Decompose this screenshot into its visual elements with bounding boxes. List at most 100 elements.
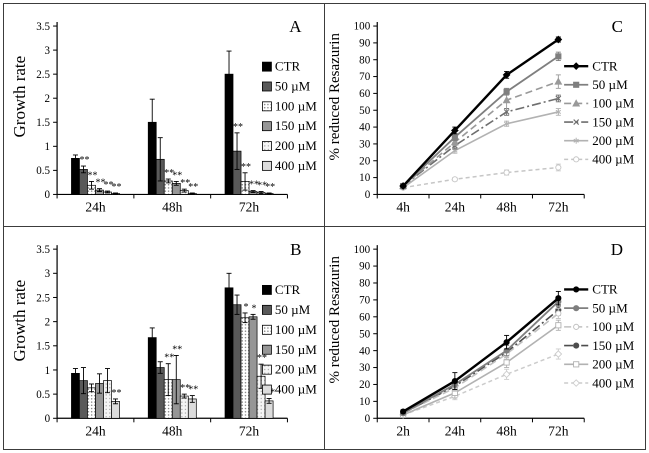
svg-text:**: ** [265, 182, 275, 193]
svg-text:0: 0 [364, 189, 370, 201]
svg-text:**: ** [164, 352, 174, 363]
svg-text:2.5: 2.5 [36, 292, 50, 304]
svg-text:0.5: 0.5 [36, 388, 50, 400]
panel-c-letter: C [611, 17, 623, 36]
svg-text:100 µM: 100 µM [275, 98, 317, 113]
svg-text:2: 2 [45, 316, 51, 328]
svg-text:**: ** [180, 178, 190, 189]
svg-text:60: 60 [359, 88, 371, 100]
svg-text:**: ** [233, 122, 243, 133]
svg-text:400 µM: 400 µM [592, 375, 634, 390]
panel-a-y-axis-title: Growth rate [10, 55, 29, 138]
svg-text:72h: 72h [239, 199, 260, 214]
svg-text:1: 1 [45, 141, 51, 153]
svg-text:1: 1 [45, 364, 51, 376]
svg-text:100 µM: 100 µM [275, 321, 317, 336]
svg-text:**: ** [103, 180, 113, 191]
svg-text:150 µM: 150 µM [592, 114, 634, 129]
svg-text:**: ** [79, 155, 89, 166]
svg-text:3.5: 3.5 [36, 243, 50, 255]
svg-text:CTR: CTR [275, 281, 301, 296]
svg-text:72h: 72h [239, 423, 259, 438]
svg-text:150 µM: 150 µM [592, 337, 634, 352]
svg-text:70: 70 [359, 294, 371, 306]
svg-text:10: 10 [359, 172, 371, 184]
svg-text:**: ** [188, 182, 198, 193]
svg-text:400 µM: 400 µM [275, 381, 317, 396]
panel-b: 00.511.522.533.524h48h72h***************… [4, 226, 325, 449]
svg-text:24h: 24h [444, 423, 465, 438]
svg-text:**: ** [249, 180, 259, 191]
svg-text:200 µM: 200 µM [275, 361, 317, 376]
svg-text:2: 2 [45, 93, 51, 105]
svg-text:2h: 2h [396, 423, 410, 438]
panel-a-letter: A [289, 17, 302, 36]
svg-text:**: ** [172, 344, 182, 355]
svg-text:0: 0 [364, 412, 370, 424]
panel-b-y-axis-title: Growth rate [10, 278, 29, 361]
svg-text:**: ** [112, 387, 122, 398]
svg-text:50 µM: 50 µM [275, 301, 311, 316]
svg-text:3: 3 [45, 268, 51, 280]
svg-text:100 µM: 100 µM [592, 96, 634, 111]
svg-text:*: * [244, 301, 249, 312]
svg-text:3: 3 [45, 45, 51, 57]
svg-text:CTR: CTR [592, 281, 618, 296]
svg-text:0.5: 0.5 [36, 165, 50, 177]
svg-text:**: ** [164, 168, 174, 179]
svg-text:400 µM: 400 µM [275, 158, 317, 173]
svg-text:200 µM: 200 µM [592, 356, 634, 371]
svg-text:100: 100 [353, 21, 370, 33]
svg-text:50: 50 [359, 328, 371, 340]
svg-text:**: ** [188, 384, 198, 395]
svg-text:80: 80 [359, 54, 371, 66]
svg-text:**: ** [87, 170, 97, 181]
svg-text:50: 50 [359, 105, 371, 117]
svg-text:24h: 24h [444, 199, 465, 214]
svg-text:72h: 72h [548, 423, 569, 438]
panel-a: 0 0.5 1 1.5 2 2.5 3 3.5 24h 48h 72h ** ** ** ** ** ** ** *… [4, 4, 325, 227]
svg-text:1.5: 1.5 [36, 117, 50, 129]
panel-c: 0 10 20 30 40 50 60 70 80 90 100 4h 24h 48h 72h CTR 50 µ… [324, 4, 645, 227]
svg-text:CTR: CTR [592, 58, 618, 73]
panel-c-line-chart: 0 10 20 30 40 50 60 70 80 90 100 4h 24h 48h 72h CTR 50 µ… [353, 21, 634, 215]
svg-text:48h: 48h [162, 423, 182, 438]
panel-b-bar-chart: 00.511.522.533.524h48h72h***************… [36, 243, 317, 438]
svg-text:48h: 48h [162, 199, 183, 214]
svg-text:**: ** [112, 182, 122, 193]
svg-text:24h: 24h [85, 423, 105, 438]
svg-text:100: 100 [353, 243, 370, 255]
svg-text:**: ** [180, 383, 190, 394]
svg-text:20: 20 [359, 379, 371, 391]
svg-text:150 µM: 150 µM [275, 118, 317, 133]
svg-text:CTR: CTR [275, 59, 301, 74]
svg-text:0: 0 [45, 189, 51, 201]
svg-text:20: 20 [359, 155, 371, 167]
svg-text:**: ** [257, 181, 267, 192]
svg-text:40: 40 [359, 345, 371, 357]
svg-text:60: 60 [359, 311, 371, 323]
svg-text:**: ** [257, 353, 267, 364]
svg-text:40: 40 [359, 122, 371, 134]
panel-d: 0 10 20 30 40 50 60 70 80 90 100 2h 24h 48h 72h CTR 50 µ… [324, 226, 645, 449]
svg-text:400 µM: 400 µM [592, 152, 634, 167]
svg-text:80: 80 [359, 277, 371, 289]
svg-text:200 µM: 200 µM [275, 138, 317, 153]
svg-text:90: 90 [359, 260, 371, 272]
panel-d-y-axis-title: % reduced Resazurin [326, 256, 343, 384]
svg-text:48h: 48h [496, 423, 517, 438]
svg-text:90: 90 [359, 38, 371, 50]
svg-text:2.5: 2.5 [36, 69, 50, 81]
svg-text:*: * [252, 303, 257, 314]
panel-c-y-axis-title: % reduced Resazurin [326, 33, 343, 161]
svg-text:**: ** [95, 178, 105, 189]
panel-b-letter: B [290, 239, 302, 259]
panel-d-letter: D [610, 239, 623, 259]
svg-text:48h: 48h [496, 199, 517, 214]
svg-text:50 µM: 50 µM [592, 77, 628, 92]
svg-text:72h: 72h [548, 199, 569, 214]
svg-text:4h: 4h [396, 199, 410, 214]
svg-text:1.5: 1.5 [36, 340, 50, 352]
